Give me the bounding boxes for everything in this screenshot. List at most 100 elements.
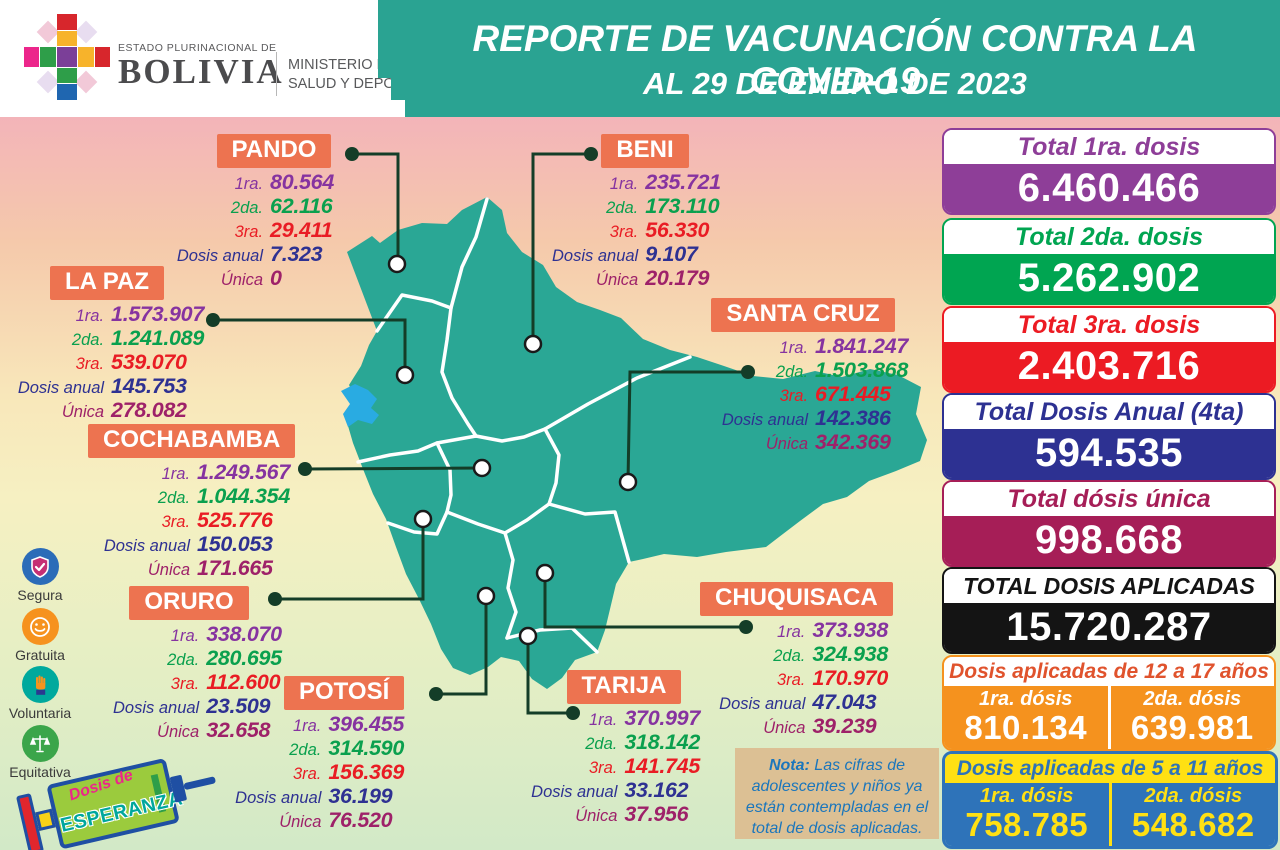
total-1ra-dosis-title: Total 1ra. dosis [944,130,1274,164]
dose-label-1ra: 1ra. [170,626,200,645]
dose-label-unica: Única [157,722,200,741]
santacruz-anual: 142.386 [815,405,891,430]
tarija-dose2: 318.142 [624,729,700,754]
shield-check-icon [21,548,59,585]
pando-dose1: 80.564 [270,169,334,194]
dose-label-2da: 2da. [230,198,264,217]
dose-label-3ra: 3ra. [292,764,322,783]
dept-pando-label: PANDO [216,134,332,168]
cochabamba-dose1: 1.249.567 [197,459,290,484]
dose-label-anual: Dosis anual [531,782,618,801]
dept-santa-cruz: SANTA CRUZ 1ra. 1.841.247 2da. 1.503.868 3… [698,298,908,455]
report-title-line2: AL 29 DE ENERO DE 2023 [643,66,1027,101]
dept-oruro-label: ORURO [129,586,249,620]
chuquisaca-dose1: 373.938 [812,617,888,642]
dose-label-unica: Única [61,402,105,421]
value-segura: Segura [2,548,78,603]
dose-label-anual: Dosis anual [17,378,105,397]
potosi-dose1: 396.455 [328,711,404,736]
total-3ra-dosis-value: 2.403.716 [944,342,1274,391]
value-voluntaria: Voluntaria [2,666,78,721]
title-band [378,0,1280,117]
total-dosis-anual-title: Total Dosis Anual (4ta) [944,395,1274,429]
nota-box: Nota: Las cifras de adolescentes y niños… [735,748,939,839]
beni-dose2: 173.110 [645,193,720,218]
dosis-5-11-col2: 2da. dósis 548.682 [1112,783,1276,846]
lapaz-unica: 278.082 [111,397,187,422]
dose-label-anual: Dosis anual [721,410,809,429]
pando-unica: 0 [270,265,282,290]
dosis-12-17-box: Dosis aplicadas de 12 a 17 años 1ra. dós… [942,655,1276,751]
dept-cochabamba: COCHABAMBA 1ra. 1.249.567 2da. 1.044.354 3… [88,424,296,581]
bolivia-wordmark: BOLIVIA [118,52,284,91]
dose-label-1ra: 1ra. [75,306,105,325]
pando-anual: 7.323 [270,241,323,266]
dosis-5-11-col1-value: 758.785 [965,806,1089,843]
beni-dose3: 56.330 [645,217,710,242]
oruro-unica: 32.658 [206,717,271,742]
potosi-dose3: 156.369 [328,759,404,784]
total-3ra-dosis-title: Total 3ra. dosis [944,308,1274,342]
lapaz-dose2: 1.241.089 [111,325,204,350]
estado-plurinacional-text: ESTADO PLURINACIONAL DE [118,42,277,54]
total-1ra-dosis-box: Total 1ra. dosis 6.460.466 [942,128,1276,215]
cochabamba-unica: 171.665 [197,555,273,580]
dept-tarija-label: TARIJA [566,670,682,704]
dose-label-3ra: 3ra. [75,354,105,373]
dose-label-1ra: 1ra. [609,174,639,193]
dose-label-1ra: 1ra. [776,622,806,641]
beni-dose1: 235.721 [645,169,721,194]
dose-label-3ra: 3ra. [609,222,639,241]
total-dosis-unica-value: 998.668 [944,516,1274,565]
dept-chuquisaca: CHUQUISACA 1ra. 373.938 2da. 324.938 3ra. 1… [700,582,893,739]
header: ESTADO PLURINACIONAL DE BOLIVIA MINISTER… [0,0,1280,117]
dosis-12-17-title: Dosis aplicadas de 12 a 17 años [944,657,1274,686]
potosi-anual: 36.199 [328,783,393,808]
total-dosis-unica-title: Total dósis única [944,482,1274,516]
dept-oruro: ORURO 1ra. 338.070 2da. 280.695 3ra. 112.60… [113,586,282,743]
header-divider [276,52,277,96]
dept-santa-cruz-label: SANTA CRUZ [711,298,895,332]
dose-label-anual: Dosis anual [235,788,322,807]
dose-label-1ra: 1ra. [161,464,191,483]
dosis-5-11-title: Dosis aplicadas de 5 a 11 años [945,754,1275,783]
dept-tarija: TARIJA 1ra. 370.997 2da. 318.142 3ra. 141.7… [516,670,700,827]
dept-la-paz: LA PAZ 1ra. 1.573.907 2da. 1.241.089 3ra. 5… [10,266,204,423]
tarija-unica: 37.956 [624,801,689,826]
value-gratuita: Gratuita [2,608,78,663]
oruro-anual: 23.509 [206,693,271,718]
dosis-12-17-col1-label: 1ra. dósis [979,688,1073,710]
dosis-12-17-col2-label: 2da. dósis [1143,688,1242,710]
dose-label-1ra: 1ra. [779,338,809,357]
dosis-12-17-col2-value: 639.981 [1130,709,1254,746]
dose-label-anual: Dosis anual [552,246,639,265]
dept-potosi: POTOSÍ 1ra. 396.455 2da. 314.590 3ra. 156.3… [226,676,404,833]
dosis-5-11-col1-label: 1ra. dósis [980,785,1074,807]
column-divider [1107,686,1111,749]
total-dosis-aplicadas-box: TOTAL DOSIS APLICADAS 15.720.287 [942,567,1276,654]
total-2da-dosis-title: Total 2da. dosis [944,220,1274,254]
santacruz-unica: 342.369 [815,429,891,454]
column-divider [1108,783,1112,846]
value-segura-label: Segura [17,587,63,603]
connector-endpoints [206,147,755,720]
dose-label-2da: 2da. [71,330,105,349]
dosis-5-11-col2-label: 2da. dósis [1144,785,1243,807]
ministerio-line1: MINISTERIO DE [288,57,397,73]
oruro-dose1: 338.070 [206,621,282,646]
dose-label-3ra: 3ra. [161,512,191,531]
tarija-dose1: 370.997 [624,705,700,730]
dose-label-3ra: 3ra. [234,222,264,241]
dosis-5-11-box: Dosis aplicadas de 5 a 11 años 1ra. dósi… [942,751,1278,849]
beni-unica: 20.179 [645,265,710,290]
dose-label-2da: 2da. [157,488,191,507]
tarija-dose3: 141.745 [624,753,700,778]
santacruz-dose1: 1.841.247 [815,333,908,358]
department-dots [387,254,638,646]
beni-anual: 9.107 [645,241,698,266]
pando-dose3: 29.411 [270,217,333,242]
balance-scales-icon [21,725,59,762]
dose-label-unica: Única [147,560,191,579]
dose-label-2da: 2da. [289,740,322,759]
dept-potosi-label: POTOSÍ [284,676,405,710]
